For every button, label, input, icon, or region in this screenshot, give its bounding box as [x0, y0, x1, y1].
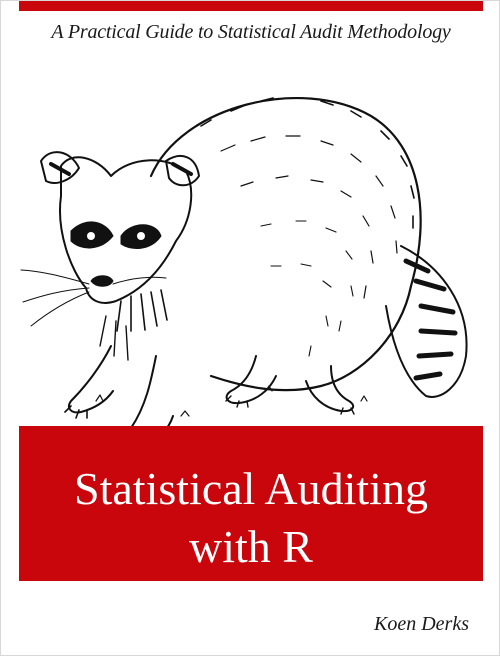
title-block: Statistical Auditing with R — [19, 426, 483, 581]
author-name: Koen Derks — [374, 613, 469, 635]
book-title-line-2: with R — [189, 521, 313, 572]
top-accent-bar — [19, 1, 483, 11]
book-title-line-1: Statistical Auditing — [74, 463, 428, 514]
book-subtitle: A Practical Guide to Statistical Audit M… — [51, 21, 451, 43]
raccoon-illustration — [20, 97, 468, 449]
